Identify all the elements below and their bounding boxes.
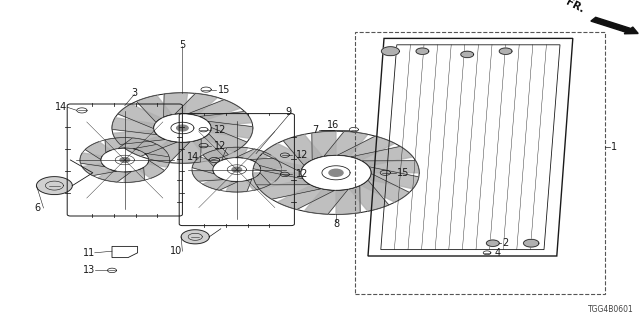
- Text: 12: 12: [214, 140, 227, 151]
- Polygon shape: [192, 171, 224, 181]
- Polygon shape: [124, 167, 145, 182]
- Text: 5: 5: [179, 40, 186, 50]
- Polygon shape: [82, 164, 116, 176]
- Polygon shape: [124, 136, 177, 156]
- Polygon shape: [85, 142, 111, 160]
- Circle shape: [232, 167, 242, 172]
- Polygon shape: [147, 140, 190, 163]
- Polygon shape: [461, 51, 474, 58]
- Polygon shape: [524, 239, 539, 247]
- Polygon shape: [136, 95, 172, 122]
- Polygon shape: [324, 132, 368, 156]
- Polygon shape: [118, 138, 152, 150]
- Text: 12: 12: [296, 150, 308, 160]
- Text: 14: 14: [55, 102, 67, 112]
- Text: 15: 15: [218, 84, 230, 95]
- Polygon shape: [362, 161, 419, 173]
- Polygon shape: [221, 147, 248, 160]
- Polygon shape: [112, 118, 157, 135]
- Polygon shape: [236, 149, 271, 162]
- Polygon shape: [204, 127, 247, 152]
- Polygon shape: [257, 165, 282, 181]
- Polygon shape: [208, 121, 253, 138]
- Circle shape: [329, 169, 343, 176]
- Text: 16: 16: [326, 120, 339, 130]
- Polygon shape: [416, 48, 429, 54]
- Text: 13: 13: [83, 265, 95, 276]
- Polygon shape: [188, 100, 241, 120]
- Polygon shape: [200, 112, 252, 126]
- Polygon shape: [304, 189, 348, 214]
- FancyArrow shape: [591, 17, 638, 34]
- Text: FR.: FR.: [564, 0, 586, 14]
- Polygon shape: [98, 170, 131, 182]
- Polygon shape: [349, 180, 388, 211]
- Polygon shape: [284, 134, 323, 165]
- Polygon shape: [250, 158, 282, 169]
- Text: 12: 12: [296, 169, 308, 180]
- Polygon shape: [193, 134, 228, 161]
- Polygon shape: [253, 157, 303, 179]
- Text: 11: 11: [83, 248, 95, 258]
- Text: 6: 6: [34, 203, 40, 213]
- Polygon shape: [203, 149, 228, 166]
- Text: 10: 10: [170, 246, 182, 256]
- Polygon shape: [277, 185, 335, 210]
- Text: 14: 14: [188, 152, 200, 162]
- Text: 4: 4: [494, 248, 500, 258]
- Text: 9: 9: [285, 107, 291, 117]
- Polygon shape: [499, 48, 512, 54]
- Polygon shape: [381, 47, 399, 56]
- Text: 12: 12: [214, 124, 227, 135]
- Polygon shape: [177, 139, 201, 163]
- Polygon shape: [259, 180, 321, 199]
- Polygon shape: [262, 143, 311, 172]
- Polygon shape: [369, 167, 419, 189]
- Polygon shape: [175, 93, 218, 116]
- Polygon shape: [139, 160, 164, 178]
- Polygon shape: [337, 136, 395, 160]
- Polygon shape: [246, 173, 271, 190]
- Text: 1: 1: [611, 142, 618, 152]
- Polygon shape: [486, 240, 499, 246]
- Polygon shape: [133, 144, 168, 156]
- Text: 7: 7: [312, 124, 319, 135]
- Polygon shape: [336, 186, 360, 214]
- Text: 3: 3: [131, 88, 138, 98]
- Polygon shape: [113, 130, 165, 144]
- Polygon shape: [226, 179, 252, 192]
- Text: 15: 15: [397, 168, 409, 178]
- Polygon shape: [145, 153, 170, 167]
- Polygon shape: [351, 147, 413, 166]
- Polygon shape: [202, 177, 238, 190]
- Polygon shape: [164, 93, 188, 117]
- Text: TGG4B0601: TGG4B0601: [588, 305, 634, 314]
- Polygon shape: [312, 131, 336, 160]
- Polygon shape: [181, 230, 209, 244]
- Polygon shape: [105, 138, 125, 153]
- Circle shape: [120, 157, 130, 163]
- Polygon shape: [361, 173, 410, 202]
- Text: 8: 8: [333, 219, 339, 229]
- Text: 2: 2: [502, 238, 509, 248]
- Polygon shape: [192, 158, 216, 174]
- Polygon shape: [36, 177, 72, 195]
- Polygon shape: [80, 153, 105, 167]
- Polygon shape: [118, 104, 161, 129]
- Polygon shape: [253, 173, 310, 185]
- Circle shape: [177, 125, 188, 131]
